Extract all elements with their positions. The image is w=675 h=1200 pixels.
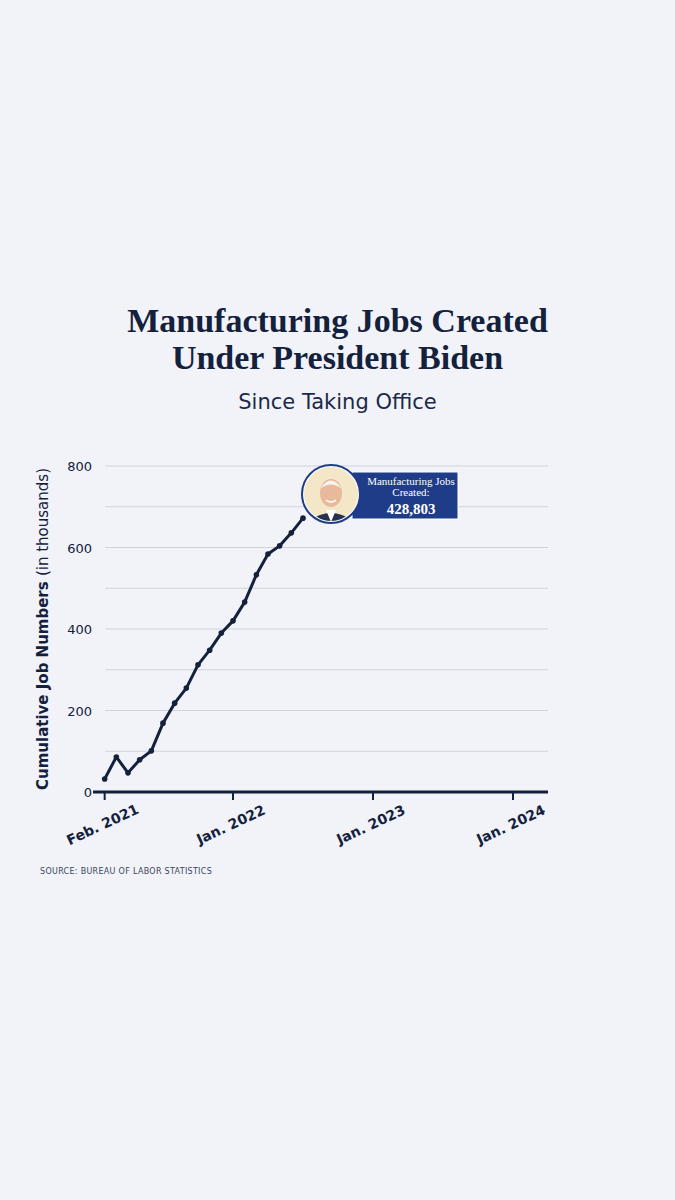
x-tick-label: Jan. 2023 xyxy=(333,802,408,848)
x-tick-label: Jan. 2022 xyxy=(193,802,268,848)
subtitle: Since Taking Office xyxy=(238,390,436,414)
background xyxy=(0,0,675,1200)
grid-line xyxy=(105,547,548,548)
data-point xyxy=(149,748,155,754)
data-point xyxy=(195,662,201,668)
y-tick-label: 800 xyxy=(67,459,92,474)
title: Manufacturing Jobs CreatedUnder Presiden… xyxy=(127,302,548,376)
y-tick-label: 200 xyxy=(67,704,92,719)
y-axis-title: Cumulative Job Numbers (in thousands) xyxy=(34,468,52,790)
data-point xyxy=(265,551,271,557)
portrait-face xyxy=(320,479,342,507)
y-tick-label: 400 xyxy=(67,622,92,637)
portrait-hair xyxy=(320,481,342,490)
data-point xyxy=(277,543,283,549)
grid-line xyxy=(105,588,548,589)
data-point xyxy=(184,685,190,691)
data-point xyxy=(114,754,120,760)
chart: Manufacturing Jobs CreatedUnder Presiden… xyxy=(0,0,675,1200)
data-line xyxy=(105,518,303,779)
portrait-bg xyxy=(301,464,361,524)
data-point xyxy=(219,630,225,636)
annotation-box xyxy=(352,472,458,519)
y-tick-label: 0 xyxy=(84,785,92,800)
portrait-shirt xyxy=(326,510,336,522)
data-point xyxy=(300,515,306,521)
data-point xyxy=(289,530,295,536)
data-point xyxy=(102,776,108,782)
data-point xyxy=(137,757,143,763)
portrait xyxy=(301,464,361,524)
data-point xyxy=(160,720,166,726)
y-tick-label: 600 xyxy=(67,541,92,556)
x-tick xyxy=(232,792,234,800)
plot-area xyxy=(102,515,306,781)
x-tick xyxy=(104,792,106,800)
x-tick xyxy=(512,792,514,800)
portrait-smile xyxy=(326,500,336,502)
data-point xyxy=(254,572,260,578)
x-axis xyxy=(93,791,548,794)
x-tick-label: Feb. 2021 xyxy=(64,801,141,848)
x-tick-label: Jan. 2024 xyxy=(473,802,548,848)
data-point xyxy=(125,770,131,776)
grid-line xyxy=(105,751,548,752)
grid-line xyxy=(105,669,548,670)
x-tick xyxy=(372,792,374,800)
data-point xyxy=(172,700,178,706)
grid-line xyxy=(105,629,548,630)
annotation: Manufacturing JobsCreated: 428,803 xyxy=(301,464,458,524)
data-point xyxy=(230,618,236,624)
portrait-ring xyxy=(302,465,360,523)
source: SOURCE: BUREAU OF LABOR STATISTICS xyxy=(40,867,212,876)
data-point xyxy=(207,647,213,653)
data-point xyxy=(242,599,248,605)
portrait-image xyxy=(301,464,361,524)
annotation-value: 428,803 xyxy=(387,501,436,517)
annotation-label: Manufacturing JobsCreated: xyxy=(367,475,455,498)
